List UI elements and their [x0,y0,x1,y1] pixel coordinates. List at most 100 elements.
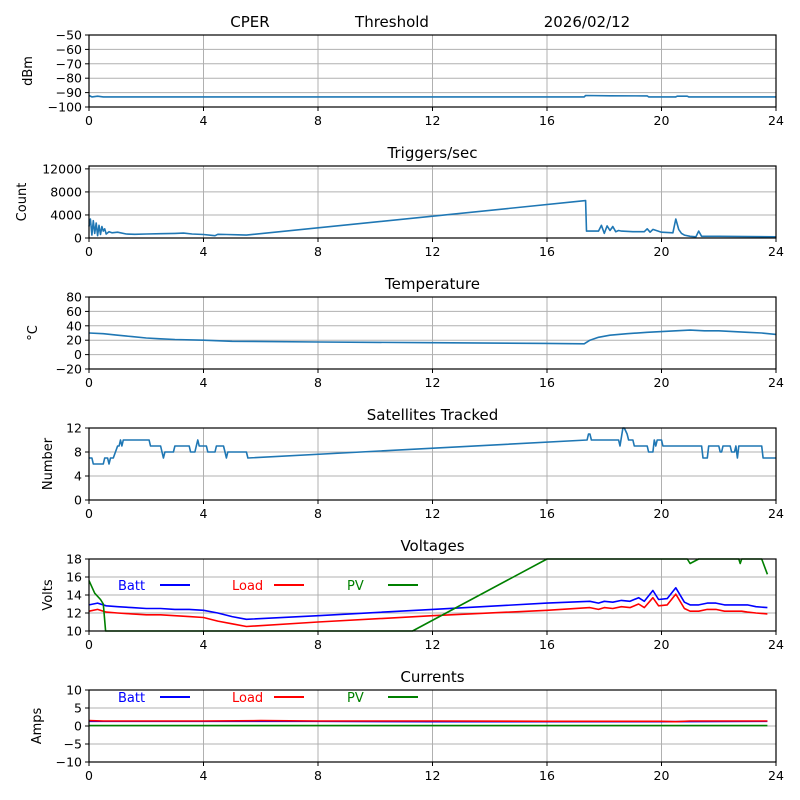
y-tick-label: −10 [56,755,82,770]
y-axis-label: dBm [21,56,36,86]
panel-satellites: 0 4 8 12 16 20 24 0 4 8 12 Satellites Tracked Number [41,406,784,521]
x-tick-label: 16 [539,637,555,652]
x-tick-label: 24 [768,113,784,128]
legend-label-batt: Batt [118,691,145,706]
y-tick-label: 60 [66,304,82,319]
y-tick-label: −70 [56,56,82,71]
series-temperature [88,329,777,345]
legend-label-pv: PV [347,579,364,594]
y-axis-label: Volts [41,579,56,611]
x-tick-label: 8 [314,244,322,259]
x-tick-label: 16 [539,768,555,783]
y-tick-label: 5 [74,701,82,716]
y-tick-label: 12 [66,421,82,436]
series-load [88,593,768,628]
y-tick-label: −20 [56,362,82,377]
panel-triggers: 0 4 8 12 16 20 24 0 4000 8000 12000 Triggers/sec Cou… [15,144,784,259]
y-tick-label: 12 [66,606,82,621]
y-tick-label: 20 [66,333,82,348]
y-tick-label: −100 [48,100,82,115]
x-tick-label: 4 [200,375,208,390]
y-tick-label: 4 [74,469,82,484]
legend-label-load: Load [232,579,263,594]
x-tick-label: 20 [654,244,670,259]
chart-title: Satellites Tracked [367,406,498,424]
x-tick-label: 0 [85,506,93,521]
y-tick-label: −80 [56,71,82,86]
x-tick-label: 0 [85,113,93,128]
x-tick-label: 12 [425,375,441,390]
x-tick-label: 20 [654,637,670,652]
legend-label-pv: PV [347,691,364,706]
panel-voltages: 0 4 8 12 16 20 24 10 12 14 16 18 Voltages Volts Batt Lo… [41,537,784,652]
x-tick-label: 0 [85,375,93,390]
y-tick-label: 0 [74,231,82,246]
y-tick-label: 40 [66,318,82,333]
panel-currents: 0 4 8 12 16 20 24 −10 −5 0 5 10 Currents Amps Batt Load… [30,668,784,783]
y-tick-label: −5 [64,737,82,752]
x-tick-label: 20 [654,113,670,128]
y-tick-label: 12000 [42,161,82,176]
y-tick-label: 14 [66,588,82,603]
x-tick-label: 16 [539,506,555,521]
y-tick-label: 10 [66,624,82,639]
y-tick-label: 10 [66,683,82,698]
y-tick-label: 8000 [50,184,82,199]
x-tick-label: 8 [314,113,322,128]
header-station: CPER [230,13,269,31]
y-tick-label: −90 [56,85,82,100]
x-tick-label: 4 [200,768,208,783]
x-tick-label: 12 [425,506,441,521]
x-tick-label: 4 [200,506,208,521]
x-tick-label: 8 [314,637,322,652]
x-tick-label: 24 [768,637,784,652]
x-tick-label: 12 [425,637,441,652]
x-tick-label: 24 [768,506,784,521]
x-tick-label: 16 [539,244,555,259]
x-tick-label: 12 [425,768,441,783]
chart-title: Currents [400,668,464,686]
y-tick-label: −50 [56,28,82,43]
y-tick-label: −60 [56,42,82,57]
x-tick-label: 12 [425,113,441,128]
x-tick-label: 24 [768,244,784,259]
chart-title: Temperature [384,275,480,293]
x-tick-label: 16 [539,113,555,128]
series-batt [88,586,768,621]
y-axis-label: Count [15,183,30,222]
header-date: 2026/02/12 [544,13,630,31]
y-axis-label: Amps [30,707,45,744]
x-tick-label: 4 [200,637,208,652]
y-axis-label: Number [41,437,56,490]
series-dbm [88,94,776,98]
x-tick-label: 8 [314,375,322,390]
legend-label-load: Load [232,691,263,706]
chart-title: Voltages [400,537,464,555]
y-tick-label: 0 [74,347,82,362]
x-tick-label: 20 [654,768,670,783]
x-tick-label: 0 [85,768,93,783]
y-axis-label: °C [26,325,41,341]
x-tick-label: 4 [200,113,208,128]
series-load [88,719,768,723]
x-tick-label: 4 [200,244,208,259]
x-tick-label: 0 [85,637,93,652]
y-tick-label: 16 [66,570,82,585]
y-tick-label: 80 [66,290,82,305]
series-satellites [89,427,776,465]
chart-title: Triggers/sec [387,144,478,162]
y-tick-label: 18 [66,552,82,567]
series-count [88,199,777,238]
y-tick-label: 0 [74,719,82,734]
x-tick-label: 20 [654,375,670,390]
y-tick-label: 8 [74,445,82,460]
x-tick-label: 0 [85,244,93,259]
x-tick-label: 20 [654,506,670,521]
header-mode: Threshold [354,13,429,31]
y-tick-label: 4000 [50,207,82,222]
x-tick-label: 24 [768,375,784,390]
panel-threshold: 0 4 8 12 16 20 24 −100−90−80−70−60−50 dBm [21,28,784,129]
